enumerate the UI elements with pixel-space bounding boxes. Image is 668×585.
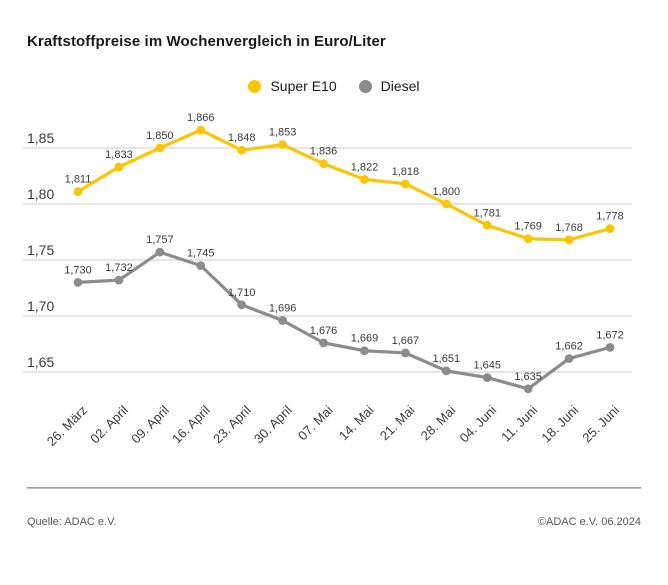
svg-text:26. März: 26. März [44,403,90,449]
data-point-super-e10 [319,159,328,169]
svg-text:16. April: 16. April [169,402,213,446]
data-point-diesel [605,342,615,352]
copyright-note: ©ADAC e.V. 06.2024 [537,516,641,528]
svg-text:25. Juni: 25. Juni [579,402,622,445]
svg-text:1,769: 1,769 [514,221,542,233]
svg-text:1,80: 1,80 [27,186,54,202]
svg-text:1,778: 1,778 [596,211,624,223]
svg-text:1,850: 1,850 [146,130,174,142]
data-labels-super-e10: 1,811 1,833 1,850 1,866 1,848 1,853 1,836 1,822… [65,112,624,234]
svg-text:1,811: 1,811 [65,174,92,186]
svg-text:1,85: 1,85 [27,130,54,146]
svg-text:1,710: 1,710 [228,287,256,299]
svg-text:1,822: 1,822 [351,161,379,173]
data-point-diesel [400,348,410,358]
data-point-diesel [114,275,124,285]
data-point-diesel [278,316,288,325]
svg-text:30. April: 30. April [251,402,295,446]
data-point-diesel [319,338,328,348]
svg-text:28. Mai: 28. Mai [418,402,459,443]
data-point-super-e10 [482,220,492,230]
data-point-diesel [523,384,533,394]
series-super-e10: 1,811 1,833 1,850 1,866 1,848 1,853 1,836 1,822… [65,112,624,245]
svg-text:21. Mai: 21. Mai [377,402,418,443]
svg-text:09. April: 09. April [128,402,172,446]
data-point-diesel [73,278,83,287]
svg-text:1,696: 1,696 [269,302,297,314]
data-point-super-e10 [155,143,165,153]
legend: Super E10 Diesel [0,78,668,94]
svg-text:04. Juni: 04. Juni [457,402,500,445]
svg-text:1,853: 1,853 [269,127,297,139]
legend-item-diesel: Diesel [358,78,420,94]
data-point-diesel [196,261,206,270]
footer-divider [27,487,641,489]
data-point-super-e10 [196,125,206,135]
svg-text:1,768: 1,768 [555,222,583,234]
data-point-diesel [360,346,369,356]
legend-item-super-e10: Super E10 [248,78,337,94]
svg-text:1,745: 1,745 [187,248,215,260]
svg-text:1,635: 1,635 [514,371,542,383]
svg-text:1,75: 1,75 [27,242,54,258]
data-point-super-e10 [564,235,574,245]
source-note: Quelle: ADAC e.V. [27,516,117,528]
svg-text:1,672: 1,672 [596,329,624,341]
diesel-swatch-icon [358,79,372,93]
series-diesel: 1,730 1,732 1,757 1,745 1,710 1,696 1,676 1,669… [64,234,624,394]
super-e10-swatch-icon [248,79,262,93]
data-point-super-e10 [523,234,533,244]
svg-text:1,669: 1,669 [351,333,379,345]
data-point-super-e10 [441,199,451,209]
chart-title: Kraftstoffpreise im Wochenvergleich in E… [27,33,386,50]
y-axis-labels: 1,85 1,80 1,75 1,70 1,65 [27,130,54,370]
svg-text:1,818: 1,818 [392,166,420,178]
svg-text:1,732: 1,732 [105,262,133,274]
svg-text:1,65: 1,65 [27,354,54,370]
data-point-super-e10 [605,224,615,234]
svg-text:1,800: 1,800 [433,186,461,198]
legend-label-super-e10: Super E10 [270,78,337,94]
svg-text:1,836: 1,836 [310,146,338,158]
svg-text:14. Mai: 14. Mai [336,402,377,443]
svg-text:1,781: 1,781 [473,207,501,219]
svg-text:1,757: 1,757 [146,234,174,246]
legend-label-diesel: Diesel [380,78,420,94]
svg-text:18. Juni: 18. Juni [538,402,581,445]
data-point-super-e10 [278,140,288,150]
data-point-super-e10 [237,145,247,155]
svg-text:07. Mai: 07. Mai [295,402,336,443]
svg-text:1,848: 1,848 [228,132,256,144]
svg-text:1,676: 1,676 [310,325,338,337]
data-point-super-e10 [73,187,83,197]
svg-text:02. April: 02. April [87,402,131,446]
svg-text:1,667: 1,667 [392,335,420,347]
svg-text:1,70: 1,70 [27,298,54,314]
data-point-super-e10 [400,179,410,189]
data-point-diesel [482,373,492,382]
svg-text:1,645: 1,645 [473,360,501,372]
svg-text:11. Juni: 11. Juni [498,402,540,444]
svg-text:1,866: 1,866 [187,112,215,124]
svg-text:1,662: 1,662 [555,341,583,353]
data-point-super-e10 [360,174,369,184]
data-point-diesel [441,366,451,376]
svg-text:23. April: 23. April [210,402,254,446]
gridlines [23,147,632,373]
data-point-diesel [564,354,574,363]
data-point-diesel [155,247,165,257]
svg-text:1,651: 1,651 [433,353,461,365]
data-labels-diesel: 1,730 1,732 1,757 1,745 1,710 1,696 1,676 1,669… [64,234,624,383]
data-point-super-e10 [114,162,124,172]
svg-text:1,833: 1,833 [105,149,133,161]
svg-text:1,730: 1,730 [64,264,92,276]
data-point-diesel [237,300,247,310]
